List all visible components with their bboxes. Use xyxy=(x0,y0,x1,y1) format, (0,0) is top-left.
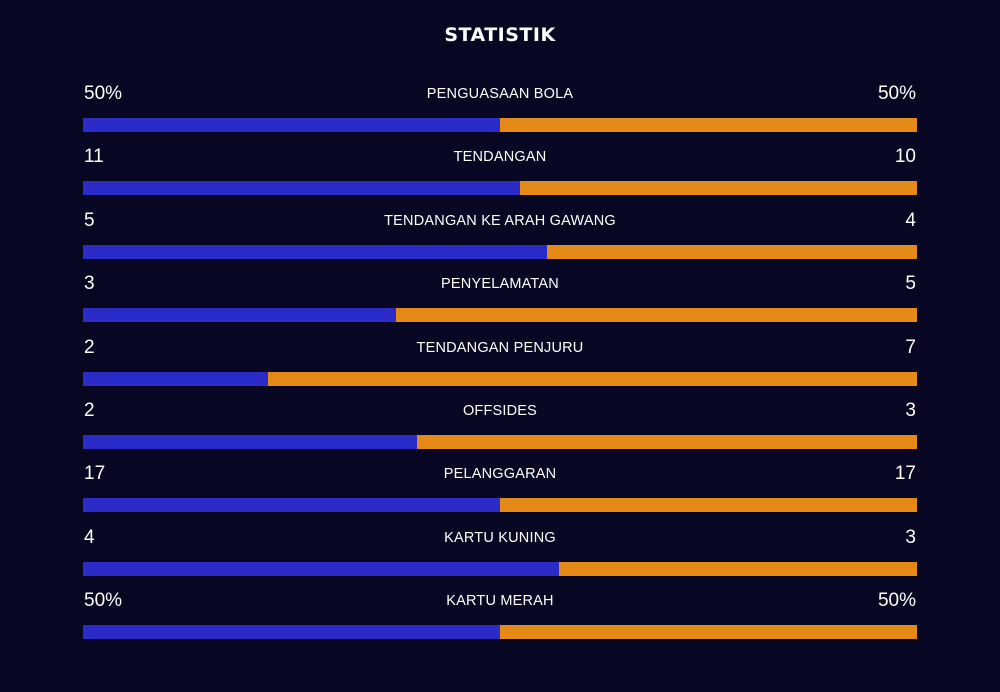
away-value: 17 xyxy=(894,463,916,485)
home-bar-segment xyxy=(83,498,500,513)
stat-row-ball-possession: 50% PENGUASAAN BOLA 50% xyxy=(83,80,917,143)
away-bar-segment xyxy=(416,434,917,449)
home-bar-segment xyxy=(83,561,560,576)
stat-bar xyxy=(83,181,917,196)
stat-bar xyxy=(83,434,917,449)
away-bar-segment xyxy=(520,181,917,196)
home-bar-segment xyxy=(83,118,500,132)
stat-bar xyxy=(83,118,917,132)
stat-row-red-cards: 50% KARTU MERAH 50% xyxy=(83,587,917,650)
home-value: 2 xyxy=(84,336,95,358)
stat-row-shots-on-target: 5 TENDANGAN KE ARAH GAWANG 4 xyxy=(83,207,917,270)
home-value: 50% xyxy=(84,590,123,612)
stat-bar xyxy=(83,244,917,259)
stat-label: TENDANGAN KE ARAH GAWANG xyxy=(384,212,616,229)
home-value: 11 xyxy=(84,146,104,168)
stat-bar xyxy=(83,625,917,640)
away-bar-segment xyxy=(395,308,917,323)
stat-row-saves: 3 PENYELAMATAN 5 xyxy=(83,270,917,333)
home-value: 5 xyxy=(84,209,95,231)
home-bar-segment xyxy=(83,371,269,386)
stat-label: PENGUASAAN BOLA xyxy=(426,86,574,102)
away-value: 50% xyxy=(877,83,916,104)
home-value: 2 xyxy=(84,399,95,421)
stat-bar xyxy=(83,308,917,323)
away-bar-segment xyxy=(268,371,917,386)
stat-row-yellow-cards: 4 KARTU KUNING 3 xyxy=(83,524,917,587)
stat-row-fouls: 17 PELANGGARAN 17 xyxy=(83,460,917,523)
away-value: 7 xyxy=(905,336,916,358)
away-value: 50% xyxy=(877,590,916,612)
stat-label: OFFSIDES xyxy=(462,402,538,419)
away-value: 10 xyxy=(894,146,916,168)
stat-label: TENDANGAN xyxy=(453,149,547,166)
home-bar-segment xyxy=(83,244,547,259)
home-bar-segment xyxy=(83,625,500,640)
away-bar-segment xyxy=(546,244,917,259)
away-bar-segment xyxy=(500,118,917,132)
home-value: 50% xyxy=(84,83,123,104)
home-bar-segment xyxy=(83,181,521,196)
away-value: 3 xyxy=(905,526,916,548)
away-bar-segment xyxy=(559,561,917,576)
away-bar-segment xyxy=(500,498,917,513)
page-title: STATISTIK xyxy=(444,24,556,46)
away-bar-segment xyxy=(500,625,917,640)
stat-label: KARTU MERAH xyxy=(446,593,554,610)
stat-label: TENDANGAN PENJURU xyxy=(416,339,584,356)
away-value: 5 xyxy=(905,273,916,295)
stat-label: PENYELAMATAN xyxy=(441,276,559,293)
stat-row-corners: 2 TENDANGAN PENJURU 7 xyxy=(83,334,917,397)
stat-label: KARTU KUNING xyxy=(444,529,556,546)
away-value: 3 xyxy=(905,399,916,421)
home-value: 4 xyxy=(84,526,95,548)
home-value: 17 xyxy=(84,463,106,485)
stat-bar xyxy=(83,561,917,576)
stat-label: PELANGGARAN xyxy=(443,466,557,483)
home-value: 3 xyxy=(84,273,95,295)
stat-bar xyxy=(83,371,917,386)
home-bar-segment xyxy=(83,434,417,449)
home-bar-segment xyxy=(83,308,396,323)
stat-row-offsides: 2 OFFSIDES 3 xyxy=(83,397,917,460)
stats-list: 50% PENGUASAAN BOLA 50% 11 TENDANGAN 10 … xyxy=(83,80,917,651)
away-value: 4 xyxy=(905,209,916,231)
stat-bar xyxy=(83,498,917,513)
stat-row-shots: 11 TENDANGAN 10 xyxy=(83,143,917,206)
